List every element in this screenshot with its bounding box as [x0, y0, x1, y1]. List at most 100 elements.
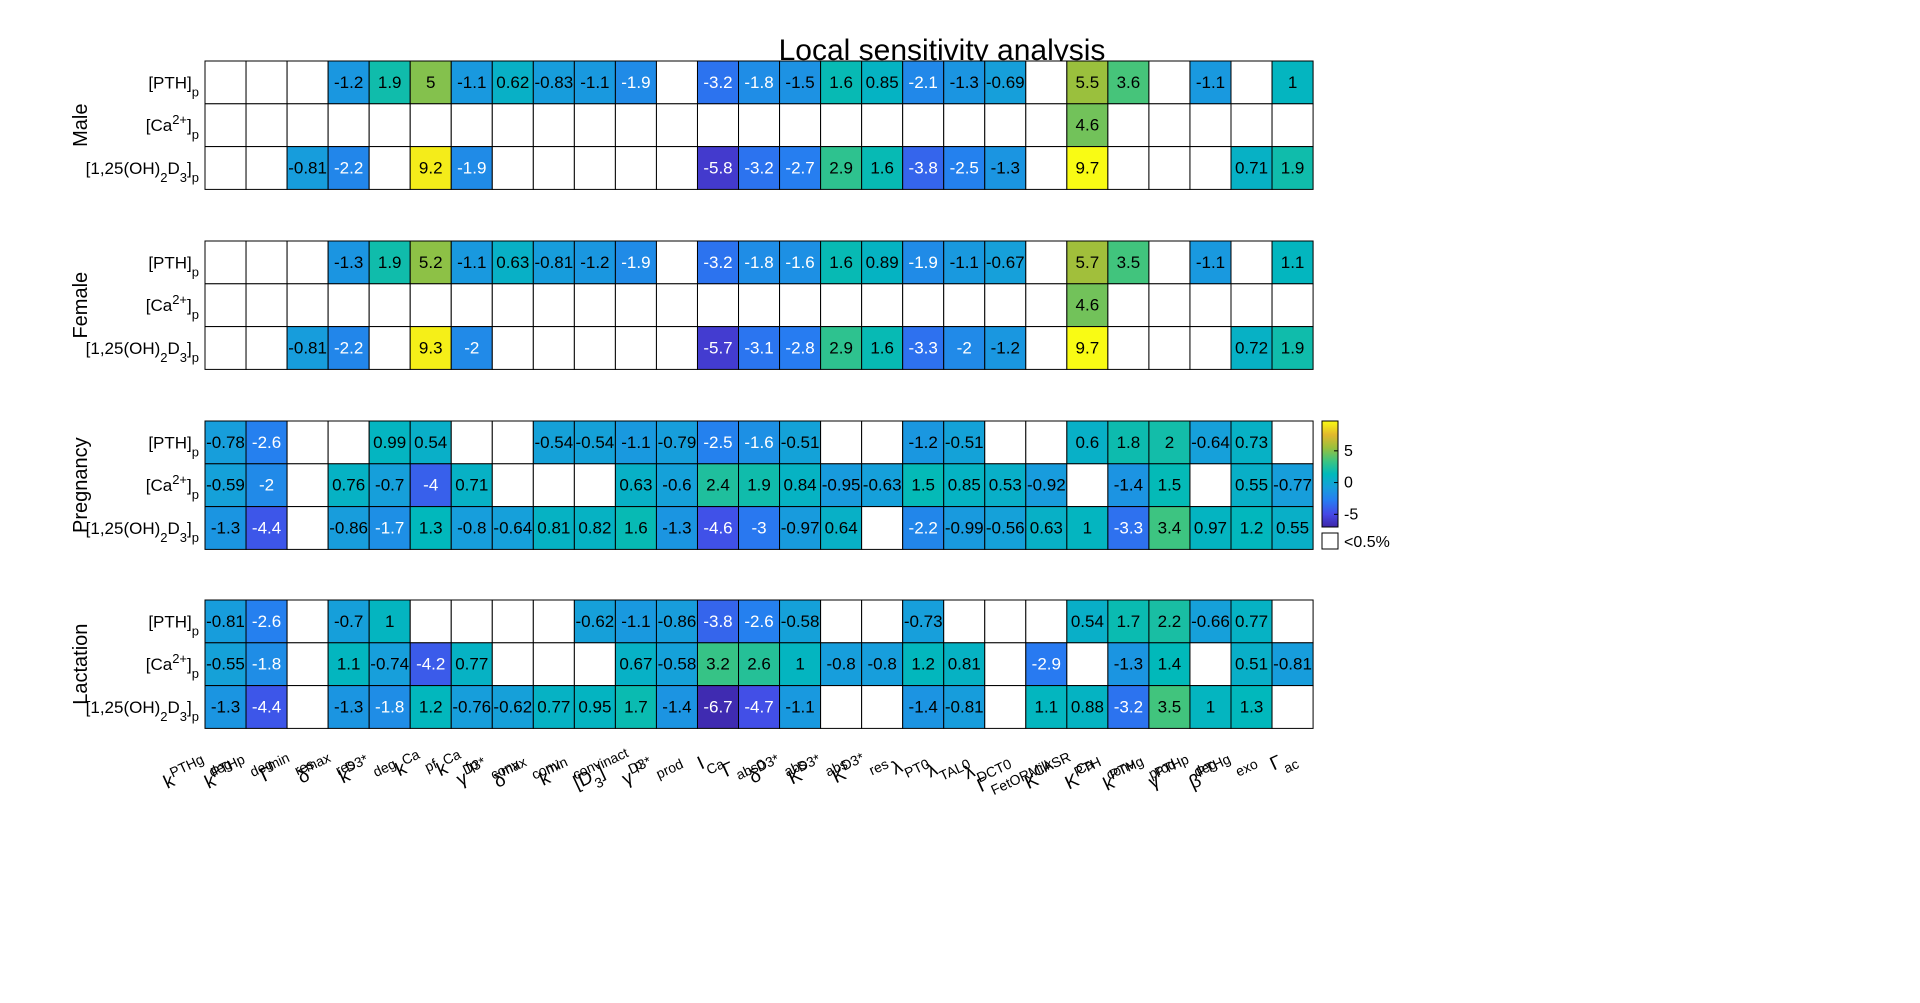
heatmap-cell [368, 420, 411, 465]
heatmap-cell [1148, 326, 1191, 370]
heatmap-cell [902, 146, 945, 190]
heatmap-cell [327, 506, 370, 550]
heatmap-cell [245, 283, 288, 328]
cell-value-label: -1.3 [211, 698, 240, 717]
heatmap-cell [738, 103, 781, 148]
colorbar-gradient [1321, 420, 1339, 528]
heatmap-cell [286, 463, 329, 508]
heatmap-cell [1271, 60, 1314, 105]
heatmap-cell [1271, 146, 1314, 190]
cell-value-label: 1 [1083, 519, 1092, 538]
heatmap-cell [655, 642, 698, 687]
cell-value-label: 0.6 [1076, 433, 1100, 452]
heatmap-cell [696, 326, 740, 370]
heatmap-cell [1025, 463, 1068, 508]
cell-value-label: -0.59 [206, 476, 245, 495]
heatmap-cell [1189, 103, 1232, 148]
cell-value-label: -2.5 [950, 159, 979, 178]
heatmap-cell [655, 506, 698, 550]
heatmap-cell [1189, 420, 1232, 465]
heatmap-cell [204, 326, 247, 370]
heatmap-cell [286, 506, 329, 550]
heatmap-cell [614, 146, 657, 190]
heatmap-cell [696, 240, 740, 285]
heatmap-cell [984, 103, 1027, 148]
heatmap-cell [943, 60, 986, 105]
cell-value-label: 1.3 [1240, 698, 1264, 717]
cell-value-label: 5.2 [419, 253, 443, 272]
cell-value-label: -0.81 [206, 612, 245, 631]
cell-value-label: -1.1 [785, 698, 814, 717]
heatmap-cell [943, 326, 986, 370]
heatmap-cell [861, 599, 904, 644]
cell-value-label: -0.69 [986, 73, 1025, 92]
heatmap-cell [491, 463, 534, 508]
heatmap-cell [532, 599, 575, 644]
heatmap-cell [902, 463, 945, 508]
cell-value-label: -0.81 [288, 339, 327, 358]
heatmap-cell [1107, 506, 1150, 550]
heatmap-cell [984, 420, 1027, 465]
cell-value-label: -0.8 [868, 655, 897, 674]
cell-value-label: -1.3 [211, 519, 240, 538]
cell-value-label: 0.72 [1235, 339, 1268, 358]
cell-value-label: -4.2 [416, 655, 445, 674]
cell-value-label: -0.81 [288, 159, 327, 178]
cell-value-label: -2.2 [909, 519, 938, 538]
cell-value-label: -0.95 [822, 476, 861, 495]
heatmap-cell [1271, 420, 1314, 465]
heatmap-cell [861, 326, 904, 370]
cell-value-label: 1.7 [1117, 612, 1141, 631]
heatmap-cell [245, 326, 288, 370]
heatmap-cell [409, 463, 452, 508]
cell-value-label: 3.2 [706, 655, 730, 674]
heatmap-cell [902, 283, 945, 328]
heatmap-cell [1230, 506, 1273, 550]
cell-value-label: -3 [751, 519, 766, 538]
heatmap-cell [984, 326, 1027, 370]
heatmap-cell [861, 420, 904, 465]
cell-value-label: -1.6 [785, 253, 814, 272]
cell-value-label: -2 [259, 476, 274, 495]
cell-value-label: 0.97 [1194, 519, 1227, 538]
colorbar-tick-label: 0 [1344, 475, 1353, 492]
heatmap-cell [450, 326, 493, 370]
cell-value-label: 9.7 [1076, 159, 1100, 178]
heatmap-cell [245, 60, 288, 105]
heatmap-cell [368, 283, 411, 328]
heatmap-cell [820, 326, 863, 370]
heatmap-cell [902, 599, 945, 644]
heatmap-cell [696, 506, 740, 550]
heatmap-cell [779, 685, 822, 729]
heatmap-cell [1148, 103, 1191, 148]
row-label: [PTH]p [148, 433, 199, 459]
heatmap-cell [409, 420, 452, 465]
heatmap-cell [1025, 60, 1068, 105]
cell-value-label: -3.3 [1114, 519, 1143, 538]
heatmap-cell [820, 60, 863, 105]
heatmap-cell [204, 240, 247, 285]
heatmap-cell [368, 463, 411, 508]
heatmap-cell [1189, 146, 1232, 190]
heatmap-cell [245, 685, 288, 729]
heatmap-cell [1107, 599, 1150, 644]
cell-value-label: -3.2 [703, 73, 732, 92]
row-label: [Ca2+]p [146, 112, 199, 142]
heatmap-cell [1148, 420, 1191, 465]
cell-value-label: -0.6 [662, 476, 691, 495]
heatmap-cell [1066, 420, 1109, 465]
cell-value-label: -0.8 [826, 655, 855, 674]
heatmap-cell [491, 103, 534, 148]
cell-value-label: -2.6 [252, 612, 281, 631]
cell-value-label: -2.2 [334, 339, 363, 358]
heatmap-cell [738, 326, 781, 370]
heatmap-cell [573, 240, 616, 285]
heatmap-cell [1230, 463, 1273, 508]
heatmap-cell [1148, 463, 1191, 508]
cell-value-label: -4.4 [252, 519, 281, 538]
cell-value-label: -1.1 [457, 253, 486, 272]
cell-value-label: -1.1 [1196, 73, 1225, 92]
heatmap-cell [327, 283, 370, 328]
heatmap-cell [491, 326, 534, 370]
cell-value-label: -0.7 [375, 476, 404, 495]
